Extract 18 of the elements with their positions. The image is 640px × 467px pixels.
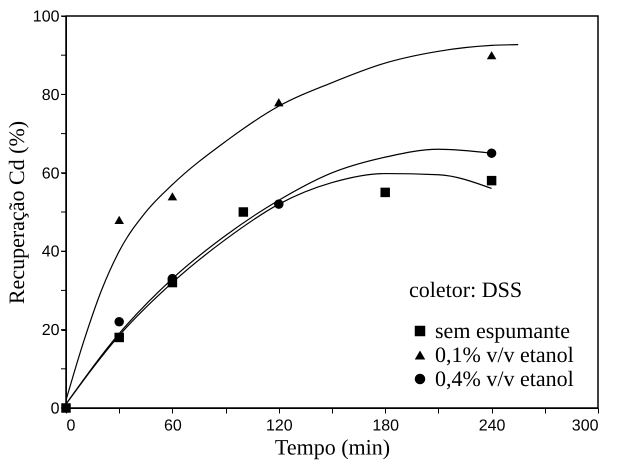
y-tick-label: 40 (42, 244, 60, 261)
y-axis-title: Recuperação Cd (%) (4, 120, 29, 304)
legend-label: 0,1% v/v etanol (435, 342, 574, 367)
y-tick-label: 60 (42, 165, 60, 182)
y-tick-label: 100 (32, 8, 60, 26)
legend-title: coletor: DSS (409, 277, 522, 302)
x-tick-label: 240 (478, 418, 506, 434)
x-tick-label: 180 (372, 418, 400, 434)
y-tick-label: 0 (50, 400, 60, 418)
y-tick-label: 80 (42, 86, 60, 104)
x-axis-title: Tempo (min) (274, 434, 390, 460)
x-tick-label: 300 (572, 418, 599, 434)
y-tick-label: 20 (42, 322, 60, 340)
legend-label: 0,4% v/v etanol (435, 366, 574, 391)
x-tick-label: 60 (164, 418, 182, 434)
legend-label: sem espumante (435, 318, 570, 343)
x-tick-label: 0 (66, 418, 76, 434)
x-tick-label: 120 (266, 418, 293, 434)
